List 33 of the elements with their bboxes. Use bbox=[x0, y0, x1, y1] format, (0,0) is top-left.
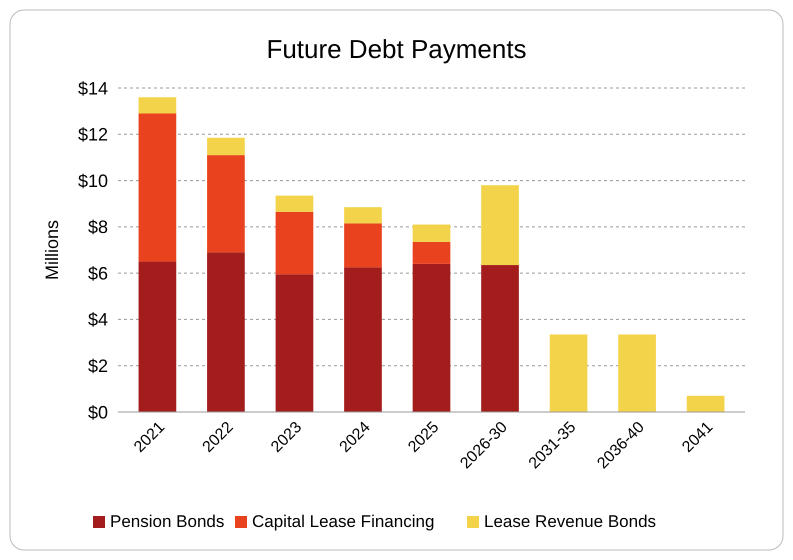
bar bbox=[412, 242, 450, 264]
bar bbox=[481, 185, 519, 266]
bar bbox=[344, 207, 382, 224]
y-tick-label: $10 bbox=[78, 170, 108, 191]
chart-title: Future Debt Payments bbox=[266, 34, 527, 64]
y-tick-label: $6 bbox=[88, 263, 108, 284]
bar bbox=[481, 265, 519, 412]
bar bbox=[207, 138, 245, 156]
y-tick-label: $14 bbox=[78, 78, 108, 98]
legend-label: Lease Revenue Bonds bbox=[484, 512, 656, 531]
legend-label: Pension Bonds bbox=[110, 512, 224, 531]
bar bbox=[412, 224, 450, 242]
bar bbox=[412, 264, 450, 412]
bar bbox=[276, 196, 314, 212]
bar bbox=[344, 223, 382, 268]
bar bbox=[138, 262, 176, 412]
bar bbox=[276, 274, 314, 412]
bar bbox=[686, 396, 724, 412]
y-tick-label: $0 bbox=[88, 402, 108, 422]
bar bbox=[550, 334, 588, 412]
bar bbox=[276, 212, 314, 274]
y-tick-label: $4 bbox=[88, 310, 108, 330]
bar bbox=[207, 155, 245, 252]
y-tick-label: $2 bbox=[88, 356, 108, 376]
bar bbox=[138, 97, 176, 114]
bar bbox=[138, 113, 176, 262]
legend-label: Capital Lease Financing bbox=[252, 512, 434, 531]
bar bbox=[618, 334, 656, 412]
y-tick-label: $12 bbox=[78, 124, 108, 145]
y-tick-label: $8 bbox=[88, 217, 108, 238]
bar bbox=[207, 252, 245, 412]
bar bbox=[344, 267, 382, 412]
y-axis-title: Millions bbox=[42, 220, 62, 280]
